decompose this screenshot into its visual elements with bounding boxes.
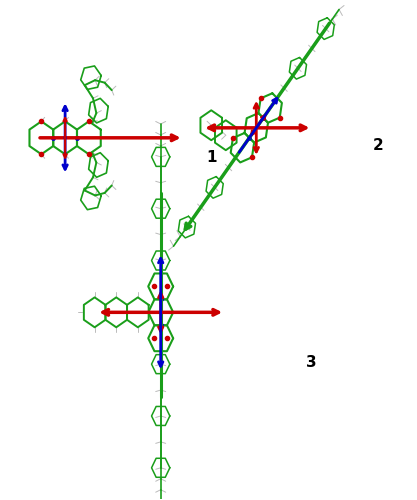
- Text: 2: 2: [373, 138, 383, 153]
- Text: 1: 1: [206, 150, 217, 166]
- Text: 3: 3: [306, 354, 317, 370]
